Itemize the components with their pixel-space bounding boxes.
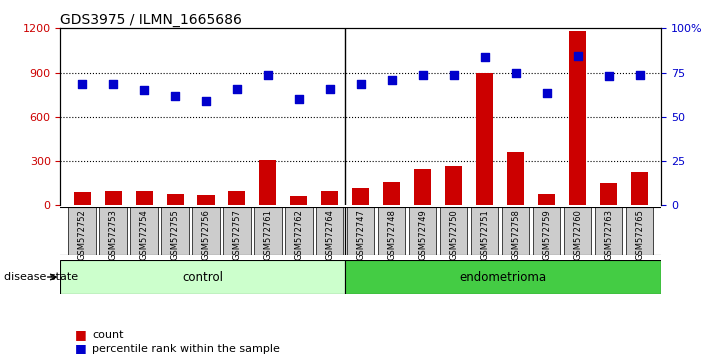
Text: ■: ■ bbox=[75, 328, 87, 341]
Bar bbox=[440, 207, 467, 255]
Bar bbox=[136, 191, 153, 205]
Bar bbox=[507, 152, 524, 205]
Bar bbox=[353, 188, 369, 205]
Point bbox=[262, 73, 274, 78]
Text: GSM572752: GSM572752 bbox=[77, 210, 87, 260]
Text: GSM572765: GSM572765 bbox=[635, 210, 644, 260]
Bar bbox=[130, 207, 158, 255]
Text: GSM572763: GSM572763 bbox=[604, 210, 613, 261]
Text: GSM572755: GSM572755 bbox=[171, 210, 179, 260]
Point bbox=[479, 54, 491, 60]
Bar bbox=[595, 207, 622, 255]
Text: GSM572750: GSM572750 bbox=[449, 210, 458, 260]
Text: GSM572764: GSM572764 bbox=[326, 210, 334, 260]
Bar bbox=[161, 207, 188, 255]
Point bbox=[324, 86, 336, 91]
Text: count: count bbox=[92, 330, 124, 339]
Bar bbox=[285, 207, 313, 255]
Point bbox=[231, 86, 242, 91]
Bar bbox=[476, 73, 493, 205]
Bar bbox=[166, 194, 183, 205]
Bar bbox=[100, 207, 127, 255]
Bar bbox=[569, 30, 586, 205]
Point bbox=[417, 73, 429, 78]
Bar bbox=[533, 207, 560, 255]
Bar bbox=[345, 260, 661, 294]
Text: GDS3975 / ILMN_1665686: GDS3975 / ILMN_1665686 bbox=[60, 13, 242, 27]
Text: GSM572758: GSM572758 bbox=[511, 210, 520, 260]
Text: control: control bbox=[182, 270, 223, 284]
Bar bbox=[198, 195, 215, 205]
Text: GSM572749: GSM572749 bbox=[418, 210, 427, 260]
Bar bbox=[60, 260, 345, 294]
Point bbox=[169, 94, 181, 99]
Bar bbox=[378, 207, 405, 255]
Text: GSM572761: GSM572761 bbox=[264, 210, 272, 260]
Text: ■: ■ bbox=[75, 342, 87, 354]
Bar bbox=[223, 207, 250, 255]
Point bbox=[201, 98, 212, 104]
Point bbox=[355, 81, 367, 87]
Bar bbox=[260, 160, 277, 205]
Text: GSM572754: GSM572754 bbox=[139, 210, 149, 260]
Text: disease state: disease state bbox=[4, 272, 77, 282]
Bar bbox=[105, 190, 122, 205]
Text: GSM572748: GSM572748 bbox=[387, 210, 396, 260]
Bar bbox=[600, 183, 617, 205]
Point bbox=[293, 96, 304, 102]
Bar bbox=[228, 191, 245, 205]
Bar bbox=[445, 166, 462, 205]
Bar bbox=[68, 207, 96, 255]
Text: GSM572760: GSM572760 bbox=[573, 210, 582, 260]
Bar bbox=[626, 207, 653, 255]
Bar bbox=[321, 191, 338, 205]
Text: GSM572759: GSM572759 bbox=[542, 210, 551, 260]
Point bbox=[386, 77, 397, 82]
Point bbox=[448, 73, 459, 78]
Bar bbox=[564, 207, 592, 255]
Bar bbox=[255, 207, 282, 255]
Bar bbox=[415, 169, 432, 205]
Text: percentile rank within the sample: percentile rank within the sample bbox=[92, 344, 280, 354]
Bar bbox=[471, 207, 498, 255]
Point bbox=[107, 81, 119, 87]
Point bbox=[572, 53, 583, 59]
Text: endometrioma: endometrioma bbox=[459, 270, 547, 284]
Bar bbox=[347, 207, 375, 255]
Point bbox=[510, 70, 521, 75]
Text: GSM572762: GSM572762 bbox=[294, 210, 304, 260]
Bar bbox=[316, 207, 343, 255]
Bar bbox=[502, 207, 529, 255]
Point bbox=[634, 73, 646, 78]
Text: GSM572753: GSM572753 bbox=[109, 210, 117, 260]
Bar bbox=[538, 194, 555, 205]
Bar bbox=[290, 196, 307, 205]
Point bbox=[541, 90, 552, 96]
Point bbox=[139, 87, 150, 93]
Text: GSM572747: GSM572747 bbox=[356, 210, 365, 260]
Text: GSM572756: GSM572756 bbox=[201, 210, 210, 260]
Bar bbox=[383, 182, 400, 205]
Bar bbox=[409, 207, 437, 255]
Text: GSM572751: GSM572751 bbox=[480, 210, 489, 260]
Point bbox=[76, 81, 87, 87]
Bar bbox=[631, 172, 648, 205]
Point bbox=[603, 73, 614, 79]
Text: GSM572757: GSM572757 bbox=[232, 210, 242, 260]
Bar bbox=[193, 207, 220, 255]
Bar bbox=[74, 192, 90, 205]
